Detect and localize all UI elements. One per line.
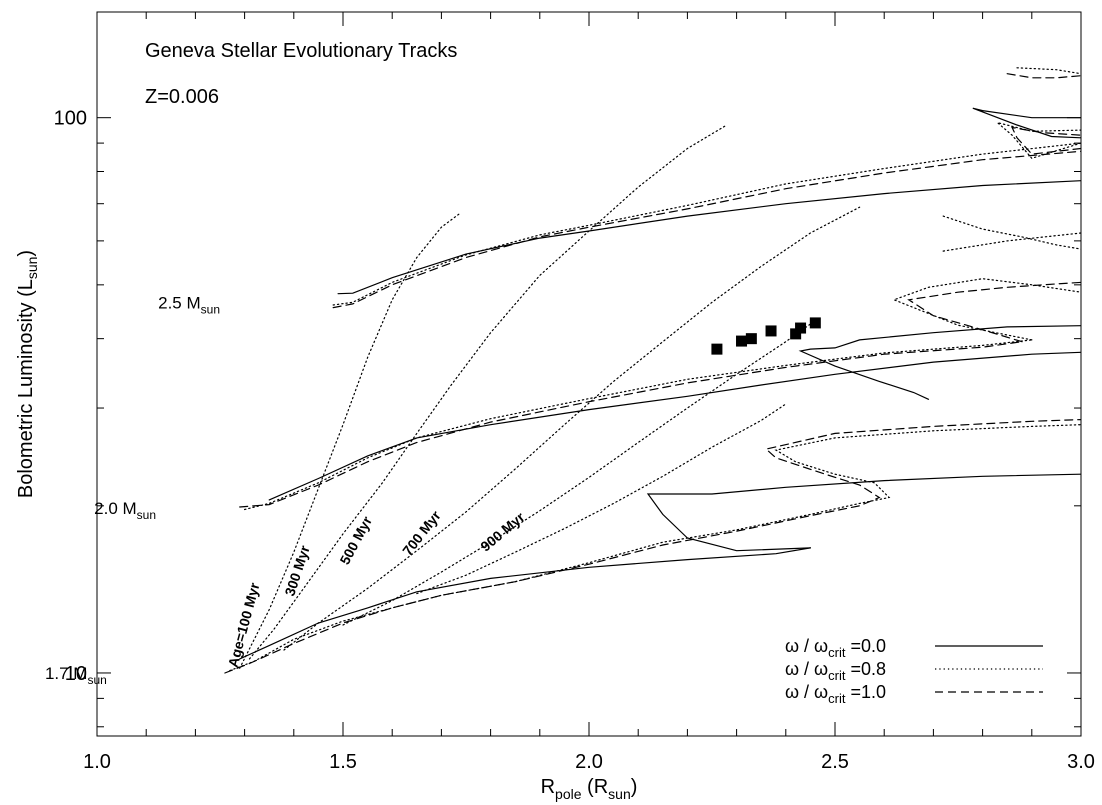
series-line-solid [646, 473, 1081, 552]
x-axis-label-end: ) [631, 776, 638, 798]
series-line-dashed [332, 150, 1081, 309]
series-line-dotted [332, 142, 1081, 306]
legend-label: ω / ωcrit =1.0 [785, 682, 886, 706]
isochrone-label: 700 Myr [399, 507, 444, 558]
data-markers [711, 317, 821, 355]
y-axis-label-main: Bolometric Luminosity (L [15, 279, 37, 498]
series-line-solid [798, 325, 1081, 400]
y-tick-label: 10 [65, 663, 87, 685]
legend-label-post: =0.0 [845, 636, 886, 656]
x-tick-label: 2.5 [821, 751, 849, 773]
x-tick-label: 1.0 [83, 751, 111, 773]
isochrone-label: 500 Myr [336, 513, 375, 567]
series-line-solid [337, 180, 1081, 295]
series-line-dotted [892, 278, 1081, 341]
legend-label-post: =0.8 [845, 659, 886, 679]
x-axis-label-sub1: pole [555, 786, 582, 802]
series-line-dotted [416, 403, 787, 595]
x-axis-label-main: R [541, 776, 555, 798]
chart-title: Geneva Stellar Evolutionary Tracks [145, 40, 457, 62]
x-axis-label: Rpole (Rsun) [541, 776, 638, 802]
legend-label-sub: crit [828, 668, 846, 683]
series-line-dashed [1011, 126, 1081, 155]
y-axis-label: Bolometric Luminosity (Lsun) [15, 250, 40, 498]
series-line-dotted [244, 339, 1033, 511]
series-line-dotted [239, 211, 462, 669]
mass-label-sub: sun [201, 302, 220, 316]
series-line-dotted [248, 124, 728, 660]
legend-label-pre: ω / ω [785, 659, 828, 679]
legend-label-pre: ω / ω [785, 636, 828, 656]
series-line-dotted [997, 122, 1081, 159]
y-axis-label-sub: sun [24, 257, 40, 280]
series-line-solid [268, 351, 1081, 501]
mass-label: 2.0 Msun [94, 499, 156, 522]
mass-label-value: 1.7 M [45, 664, 88, 683]
x-tick-label: 2.0 [575, 751, 603, 773]
mass-label-value: 2.5 M [158, 293, 201, 312]
x-tick-label: 3.0 [1067, 751, 1095, 773]
chart-subtitle: Z=0.006 [145, 86, 219, 108]
legend-label-post: =1.0 [845, 682, 886, 702]
data-marker [795, 322, 807, 334]
legend: ω / ωcrit =0.0ω / ωcrit =0.8ω / ωcrit =1… [785, 636, 1043, 706]
y-tick-label: 100 [54, 108, 87, 130]
series-line-dotted [942, 215, 1081, 250]
x-axis-label-sub2: sun [608, 786, 631, 802]
x-axis-label-mid: (R [582, 776, 609, 798]
series-line-solid [972, 107, 1081, 139]
data-marker [809, 317, 821, 329]
series-lines [224, 67, 1081, 674]
series-line-dashed [907, 281, 1081, 343]
series-line-dashed [239, 341, 1023, 508]
series-line-dashed [1006, 73, 1081, 79]
isochrone-label: Age=100 Myr [225, 580, 263, 668]
series-line-dotted [1016, 67, 1081, 75]
y-axis-label-end: ) [15, 250, 37, 257]
series-line-dotted [283, 206, 861, 651]
legend-label-pre: ω / ω [785, 682, 828, 702]
data-marker [765, 325, 777, 337]
mass-label: 1.7 Msun [45, 664, 107, 687]
mass-label: 2.5 Msun [158, 293, 220, 316]
series-line-dotted [942, 232, 1081, 252]
isochrone-label: 900 Myr [477, 508, 528, 554]
mass-label-sub: sun [137, 508, 156, 522]
data-marker [790, 328, 802, 340]
data-marker [736, 335, 748, 347]
series-line-dotted [342, 323, 811, 626]
series-line-solid [239, 547, 811, 660]
y-tick-labels: 10 100 [54, 108, 87, 685]
x-tick-labels: 1.0 1.5 2.0 2.5 3.0 [83, 751, 1095, 773]
legend-label-sub: crit [828, 645, 846, 660]
series-line-dotted [229, 424, 1081, 672]
mass-label-sub: sun [87, 673, 106, 687]
legend-label: ω / ωcrit =0.8 [785, 659, 886, 683]
series-line-dashed [224, 419, 1081, 674]
x-tick-label: 1.5 [329, 751, 357, 773]
data-marker [711, 343, 723, 355]
legend-label-sub: crit [828, 691, 846, 706]
legend-label: ω / ωcrit =0.0 [785, 636, 886, 660]
data-marker [745, 333, 757, 345]
mass-label-value: 2.0 M [94, 499, 137, 518]
